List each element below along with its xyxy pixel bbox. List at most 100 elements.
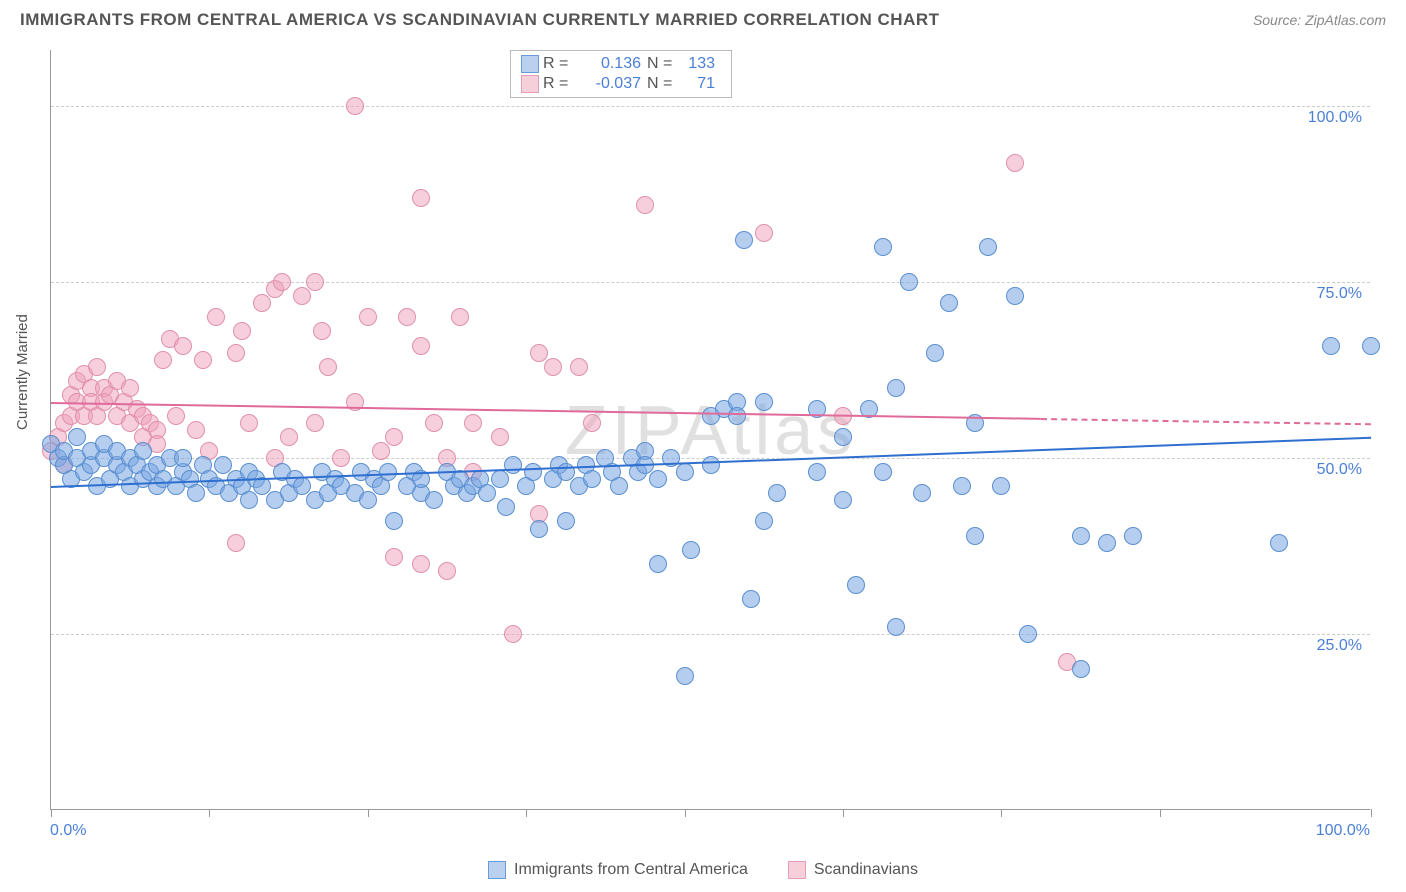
- data-point: [1098, 534, 1116, 552]
- data-point: [187, 484, 205, 502]
- data-point: [273, 273, 291, 291]
- legend-r-value: 0.136: [577, 55, 647, 73]
- data-point: [1072, 660, 1090, 678]
- x-tick-label: 100.0%: [1316, 822, 1370, 840]
- x-tick: [526, 809, 527, 817]
- data-point: [306, 273, 324, 291]
- data-point: [233, 322, 251, 340]
- data-point: [610, 477, 628, 495]
- chart-source: Source: ZipAtlas.com: [1253, 12, 1386, 28]
- data-point: [926, 344, 944, 362]
- data-point: [583, 470, 601, 488]
- data-point: [174, 337, 192, 355]
- x-tick: [685, 809, 686, 817]
- data-point: [385, 548, 403, 566]
- y-tick-label: 100.0%: [1308, 109, 1362, 127]
- data-point: [649, 470, 667, 488]
- y-tick-label: 75.0%: [1317, 285, 1362, 303]
- scatter-chart: ZIPAtlas 25.0%50.0%75.0%100.0%: [50, 50, 1370, 810]
- data-point: [227, 534, 245, 552]
- data-point: [755, 393, 773, 411]
- data-point: [412, 555, 430, 573]
- data-point: [346, 97, 364, 115]
- data-point: [319, 358, 337, 376]
- data-point: [425, 414, 443, 432]
- data-point: [194, 351, 212, 369]
- legend-label: Scandinavians: [814, 861, 918, 879]
- data-point: [940, 294, 958, 312]
- data-point: [121, 379, 139, 397]
- data-point: [900, 273, 918, 291]
- legend-n-value: 71: [681, 75, 721, 93]
- data-point: [412, 337, 430, 355]
- data-point: [1019, 625, 1037, 643]
- legend-n-value: 133: [681, 55, 721, 73]
- data-point: [992, 477, 1010, 495]
- data-point: [768, 484, 786, 502]
- data-point: [491, 428, 509, 446]
- gridline: [51, 634, 1370, 635]
- data-point: [1322, 337, 1340, 355]
- data-point: [174, 449, 192, 467]
- data-point: [755, 512, 773, 530]
- legend-n-label: N =: [647, 75, 681, 93]
- x-tick: [1160, 809, 1161, 817]
- data-point: [530, 520, 548, 538]
- legend-r-label: R =: [543, 75, 577, 93]
- data-point: [154, 351, 172, 369]
- data-point: [1124, 527, 1142, 545]
- data-point: [834, 491, 852, 509]
- data-point: [240, 414, 258, 432]
- data-point: [313, 322, 331, 340]
- data-point: [359, 308, 377, 326]
- data-point: [167, 407, 185, 425]
- data-point: [425, 491, 443, 509]
- x-tick: [843, 809, 844, 817]
- data-point: [636, 196, 654, 214]
- trendline: [51, 402, 1041, 420]
- data-point: [834, 428, 852, 446]
- data-point: [887, 379, 905, 397]
- x-tick: [368, 809, 369, 817]
- data-point: [742, 590, 760, 608]
- data-point: [504, 456, 522, 474]
- data-point: [1006, 287, 1024, 305]
- data-point: [676, 667, 694, 685]
- data-point: [332, 449, 350, 467]
- data-point: [979, 238, 997, 256]
- data-point: [88, 358, 106, 376]
- data-point: [755, 224, 773, 242]
- data-point: [1270, 534, 1288, 552]
- data-point: [953, 477, 971, 495]
- data-point: [847, 576, 865, 594]
- data-point: [728, 407, 746, 425]
- legend-swatch: [521, 75, 539, 93]
- x-tick: [51, 809, 52, 817]
- y-tick-label: 50.0%: [1317, 461, 1362, 479]
- data-point: [676, 463, 694, 481]
- legend-item: Immigrants from Central America: [488, 861, 748, 879]
- data-point: [874, 463, 892, 481]
- data-point: [385, 428, 403, 446]
- data-point: [649, 555, 667, 573]
- data-point: [887, 618, 905, 636]
- data-point: [1072, 527, 1090, 545]
- data-point: [557, 512, 575, 530]
- y-tick-label: 25.0%: [1317, 637, 1362, 655]
- data-point: [280, 428, 298, 446]
- data-point: [497, 498, 515, 516]
- gridline: [51, 282, 1370, 283]
- data-point: [372, 442, 390, 460]
- legend-swatch: [521, 55, 539, 73]
- data-point: [583, 414, 601, 432]
- data-point: [240, 491, 258, 509]
- data-point: [385, 512, 403, 530]
- legend-r-value: -0.037: [577, 75, 647, 93]
- data-point: [207, 308, 225, 326]
- data-point: [464, 414, 482, 432]
- data-point: [227, 344, 245, 362]
- legend-item: Scandinavians: [788, 861, 918, 879]
- x-tick-label: 0.0%: [50, 822, 86, 840]
- data-point: [478, 484, 496, 502]
- data-point: [913, 484, 931, 502]
